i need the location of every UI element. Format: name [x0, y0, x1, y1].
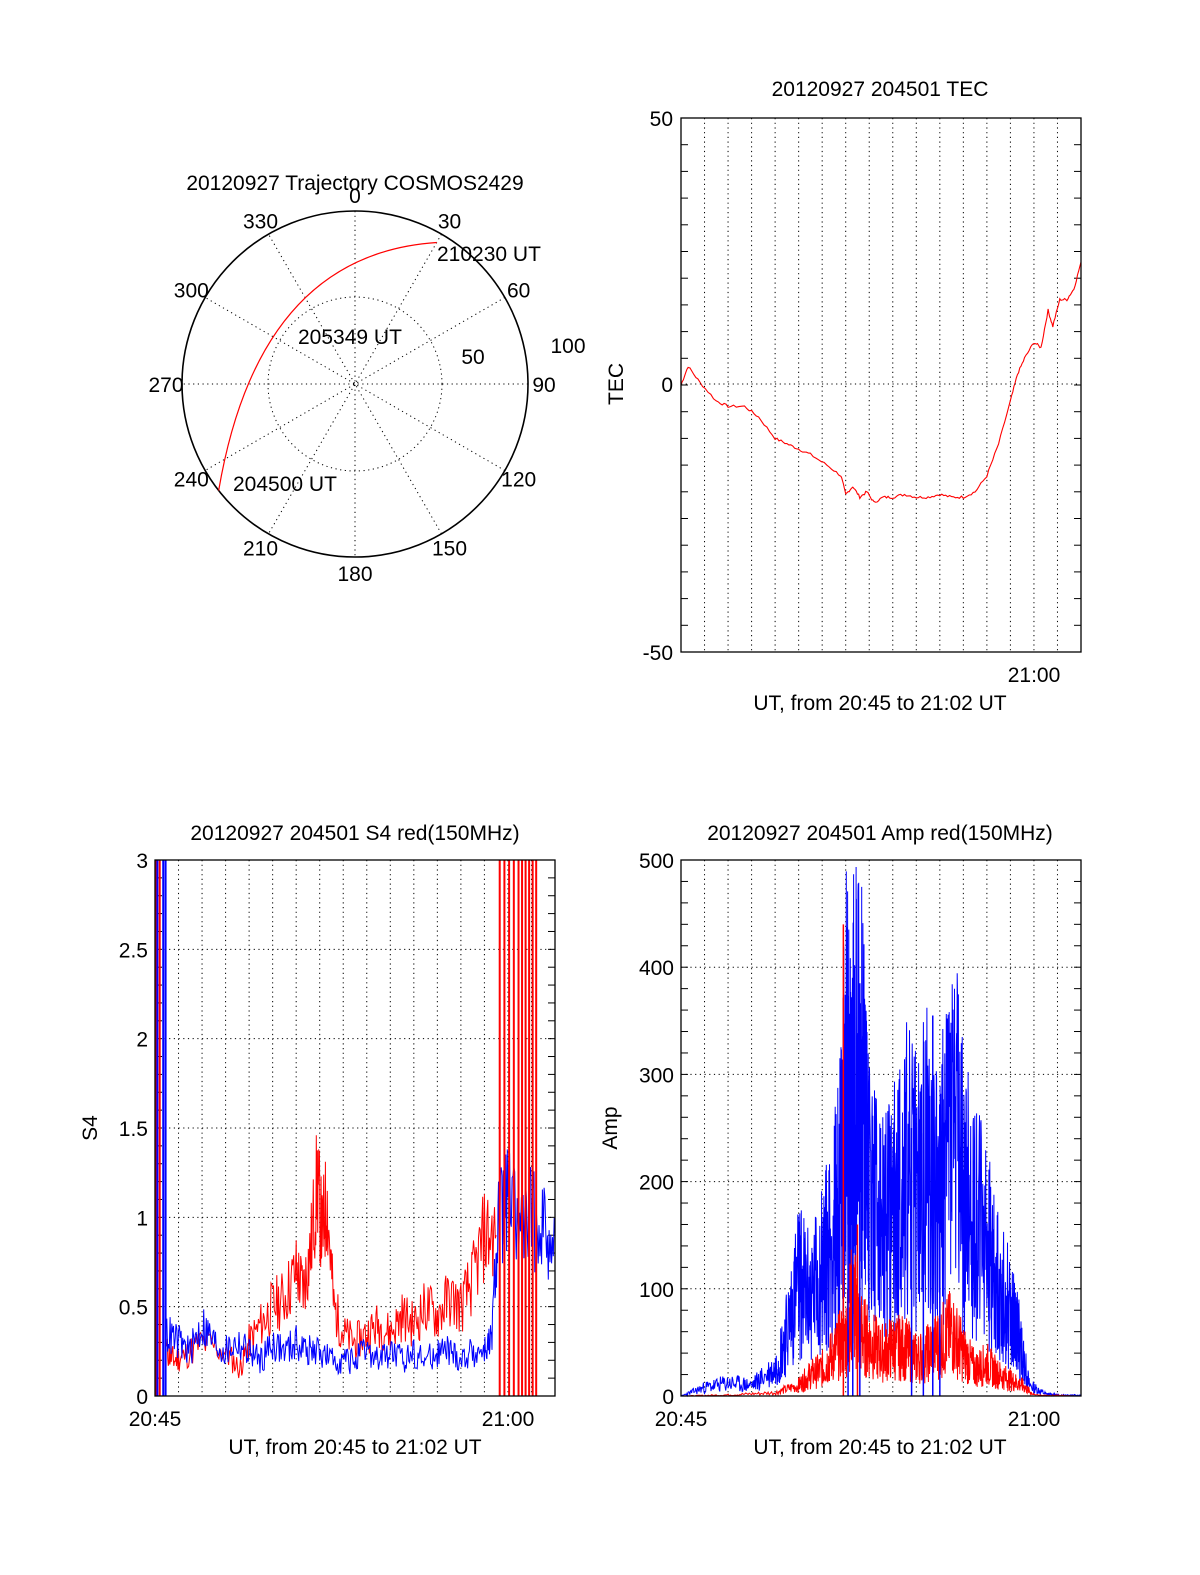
amp-ytick-500: 500	[639, 850, 674, 873]
polar-radial-label-50: 50	[461, 346, 484, 369]
trajectory-line	[218, 241, 437, 491]
tec-title: 20120927 204501 TEC	[772, 78, 989, 101]
trajectory-label-mid: 205349 UT	[298, 326, 402, 349]
tec-ytick-50: 50	[650, 108, 673, 131]
tec-series-line	[680, 262, 1082, 503]
amp-yticks: 0 100 200 300 400 500	[639, 850, 674, 1409]
amp-series	[680, 866, 1082, 1398]
s4-xtick-2045: 20:45	[129, 1408, 182, 1431]
tec-ytick-0: 0	[661, 374, 673, 397]
amp-xtick-2100: 21:00	[1008, 1408, 1061, 1431]
polar-azimuth-label-0: 0	[349, 185, 361, 208]
tec-xlabel: UT, from 20:45 to 21:02 UT	[753, 692, 1006, 715]
s4-series-red	[166, 1135, 497, 1379]
amp-ylabel: Amp	[599, 1106, 622, 1149]
polar-azimuth-label-30: 30	[438, 210, 461, 233]
polar-azimuth-label-300: 300	[174, 280, 209, 303]
polar-radial-label-100: 100	[550, 335, 585, 358]
s4-plot: 20120927 204501 S4 red(150MHz) 0 0.5 1 1.5 2…	[79, 822, 556, 1459]
s4-ytick-2.5: 2.5	[119, 939, 148, 962]
s4-xlabel: UT, from 20:45 to 21:02 UT	[228, 1436, 481, 1459]
s4-title: 20120927 204501 S4 red(150MHz)	[190, 822, 519, 845]
amp-title: 20120927 204501 Amp red(150MHz)	[707, 822, 1053, 845]
polar-azimuth-label-120: 120	[501, 469, 536, 492]
tec-grid	[704, 118, 1058, 652]
polar-azimuth-label-240: 240	[174, 469, 209, 492]
s4-xtick-2100: 21:00	[482, 1408, 535, 1431]
amp-series-red	[681, 1242, 1081, 1397]
amp-xlabel: UT, from 20:45 to 21:02 UT	[753, 1436, 1006, 1459]
s4-ytick-1.5: 1.5	[119, 1118, 148, 1141]
s4-ytick-0.5: 0.5	[119, 1297, 148, 1320]
polar-inner-circle	[267, 296, 443, 472]
s4-minor-ticks	[155, 859, 555, 1397]
amp-axes-frame	[680, 859, 1082, 1397]
polar-title: 20120927 Trajectory COSMOS2429	[186, 172, 523, 195]
s4-grid	[155, 860, 555, 1396]
amp-xtick-2045: 20:45	[655, 1408, 708, 1431]
amp-grid	[681, 860, 1081, 1396]
polar-azimuth-label-60: 60	[507, 280, 530, 303]
polar-azimuth-label-210: 210	[243, 538, 278, 561]
tec-ytick-neg50: -50	[643, 642, 673, 665]
amp-ytick-100: 100	[639, 1279, 674, 1302]
tec-xtick-2100: 21:00	[1008, 664, 1061, 687]
s4-yticks: 0 0.5 1 1.5 2 2.5 3	[119, 850, 148, 1409]
s4-ytick-1: 1	[136, 1207, 148, 1230]
s4-ytick-2: 2	[136, 1029, 148, 1052]
polar-azimuth-label-180: 180	[337, 563, 372, 586]
amp-ytick-300: 300	[639, 1064, 674, 1087]
trajectory-label-start: 204500 UT	[233, 473, 337, 496]
tec-plot: 20120927 204501 TEC 50 0 -50 21:00 UT, f…	[605, 78, 1082, 715]
s4-axes-frame	[154, 859, 556, 1397]
tec-axes-frame	[680, 117, 1082, 653]
amp-ytick-0: 0	[662, 1386, 674, 1409]
tec-minor-ticks	[681, 117, 1081, 653]
tec-ylabel: TEC	[605, 363, 628, 405]
polar-plot: 20120927 Trajectory COSMOS2429 0 30 60 90 12…	[148, 172, 585, 586]
amp-series-blue	[680, 866, 1082, 1398]
s4-ylabel: S4	[79, 1115, 102, 1141]
amp-ytick-400: 400	[639, 957, 674, 980]
s4-ytick-3: 3	[136, 850, 148, 873]
s4-series	[155, 860, 556, 1396]
trajectory-label-end: 210230 UT	[437, 243, 541, 266]
amp-minor-ticks	[681, 859, 1081, 1397]
polar-azimuth-labels: 0 30 60 90 120 150 180 210 240 270 300 330	[148, 185, 555, 586]
polar-azimuth-label-90: 90	[532, 374, 555, 397]
polar-azimuth-label-150: 150	[432, 538, 467, 561]
polar-azimuth-label-330: 330	[243, 210, 278, 233]
s4-ytick-0: 0	[136, 1386, 148, 1409]
amp-plot: 20120927 204501 Amp red(150MHz) 0 100 200 3…	[599, 822, 1082, 1459]
amp-ytick-200: 200	[639, 1172, 674, 1195]
polar-azimuth-label-270: 270	[148, 374, 183, 397]
s4-series-blue	[166, 1149, 556, 1376]
